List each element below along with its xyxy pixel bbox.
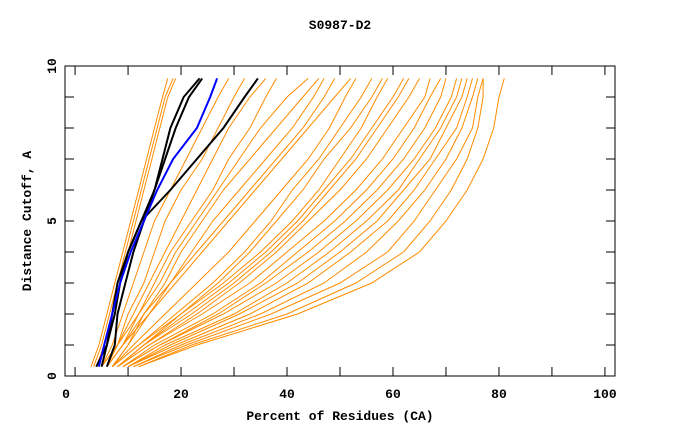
y-axis-label: Distance Cutoff, A bbox=[20, 151, 35, 292]
series-line-orange bbox=[133, 78, 479, 368]
series-line-orange bbox=[138, 78, 505, 368]
series-line-orange bbox=[90, 78, 169, 367]
series-line-orange bbox=[138, 78, 484, 368]
series-line-orange bbox=[111, 78, 373, 368]
series-line-orange bbox=[117, 78, 410, 368]
series-line-orange bbox=[106, 78, 277, 367]
x-tick-label: 100 bbox=[593, 387, 617, 402]
series-line-orange bbox=[122, 78, 447, 368]
series-line-orange bbox=[111, 78, 357, 368]
series-line-blue bbox=[97, 78, 219, 367]
series-line-orange bbox=[111, 78, 336, 367]
x-tick-label: 0 bbox=[62, 387, 70, 402]
series-line-orange bbox=[133, 78, 484, 368]
series-line-orange bbox=[106, 78, 351, 367]
series-line-orange bbox=[101, 78, 309, 367]
series-line-orange bbox=[111, 78, 389, 368]
series-line-black bbox=[105, 77, 204, 368]
y-tick-label: 5 bbox=[45, 217, 60, 225]
series-line-orange bbox=[93, 78, 174, 367]
x-tick-label: 60 bbox=[385, 387, 401, 402]
y-tick-label: 0 bbox=[45, 372, 60, 380]
series-line-orange bbox=[117, 78, 431, 368]
series-line-orange bbox=[101, 78, 246, 367]
x-tick-label: 40 bbox=[279, 387, 295, 402]
y-tick-label: 10 bbox=[45, 58, 60, 74]
series-line-orange bbox=[117, 78, 383, 368]
series-line-orange bbox=[111, 78, 325, 367]
series-line-orange bbox=[117, 78, 405, 368]
series-line-orange bbox=[117, 78, 420, 368]
x-tick-label: 20 bbox=[173, 387, 189, 402]
series-line-orange bbox=[127, 78, 468, 368]
chart-title: S0987-D2 bbox=[309, 18, 372, 33]
series-line-orange bbox=[127, 78, 463, 368]
series-line-orange bbox=[101, 78, 230, 367]
plot-frame bbox=[64, 65, 616, 377]
series-line-orange bbox=[122, 78, 442, 368]
x-axis-label: Percent of Residues (CA) bbox=[246, 409, 433, 424]
x-tick-label: 80 bbox=[491, 387, 507, 402]
series-line-orange bbox=[106, 78, 267, 367]
series-line-orange bbox=[127, 78, 473, 368]
series-line-black bbox=[100, 77, 259, 367]
series-line-orange bbox=[106, 78, 320, 367]
series-line-orange bbox=[122, 78, 458, 368]
